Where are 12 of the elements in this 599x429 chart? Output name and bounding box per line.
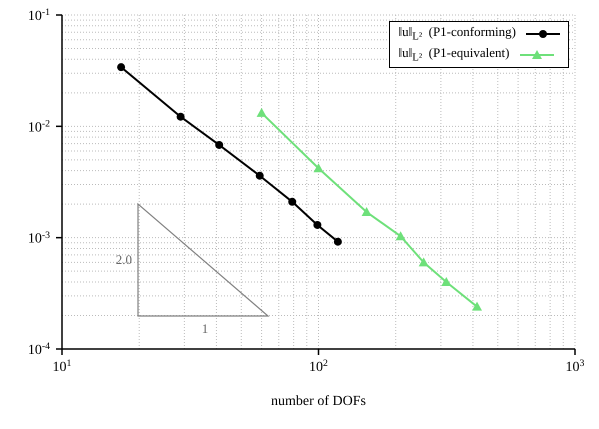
x-tick-label: 10$^{1}$ — [52, 358, 72, 375]
y-tick-label: 10$^{-2}$ — [28, 118, 50, 136]
x-axis-title: number of DOFs — [271, 394, 366, 409]
y-tick-label: 10$^{-1}$ — [28, 7, 50, 24]
y-tick-label: 10$^{-4}$ — [28, 341, 50, 358]
annotation: 2.0 — [116, 252, 132, 267]
x-tick-label: 10$^{2}$ — [309, 358, 328, 375]
annotation: 1 — [202, 321, 208, 336]
y-tick-label: 10$^{-3}$ — [28, 230, 50, 247]
legend-label: ‖u‖$_{L²}$ (P1-equivalent) — [398, 44, 510, 66]
x-tick-label: 10$^{3}$ — [566, 358, 585, 375]
legend-label: ‖u‖$_{L²}$ (P1-conforming) — [398, 24, 516, 45]
